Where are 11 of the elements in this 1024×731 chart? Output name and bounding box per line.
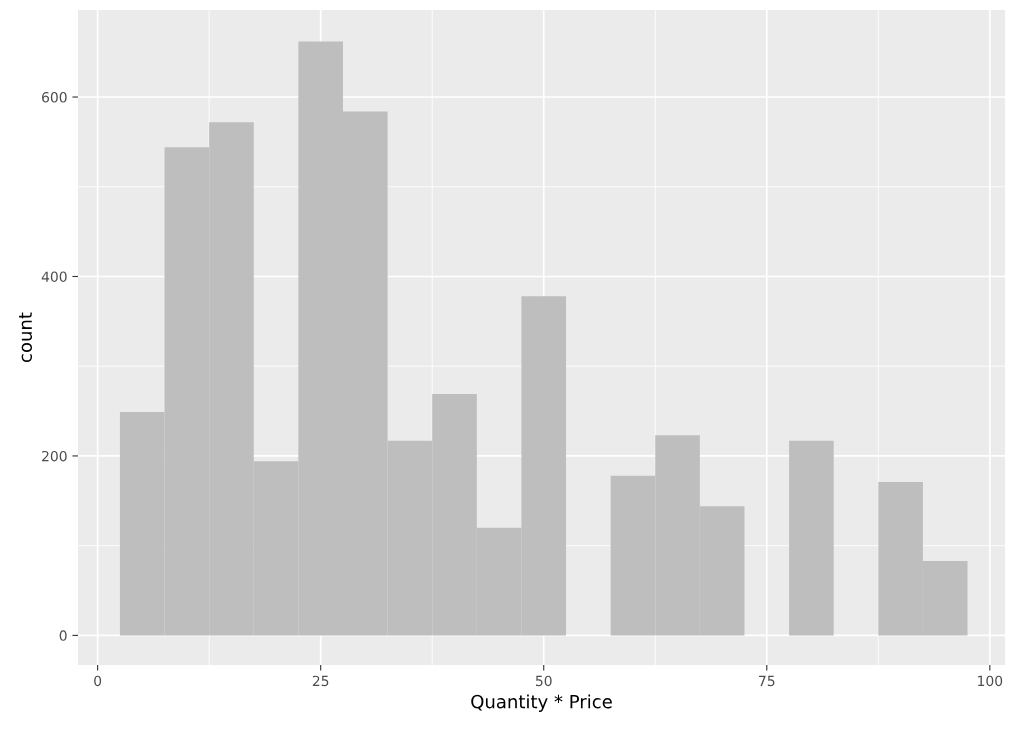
x-tick-label: 75 <box>759 675 775 687</box>
x-tick-label: 50 <box>535 675 552 687</box>
x-axis-title: Quantity * Price <box>471 694 612 712</box>
x-tick-label: 100 <box>978 675 1003 687</box>
x-tick-label: 0 <box>94 675 102 687</box>
y-tick-label: 400 <box>41 271 67 282</box>
y-tick-label: 600 <box>42 92 67 103</box>
y-tick-label: 0 <box>59 630 67 641</box>
y-axis-title: count <box>19 312 33 362</box>
y-tick-label: 200 <box>42 450 67 462</box>
x-tick-label: 25 <box>312 675 329 687</box>
